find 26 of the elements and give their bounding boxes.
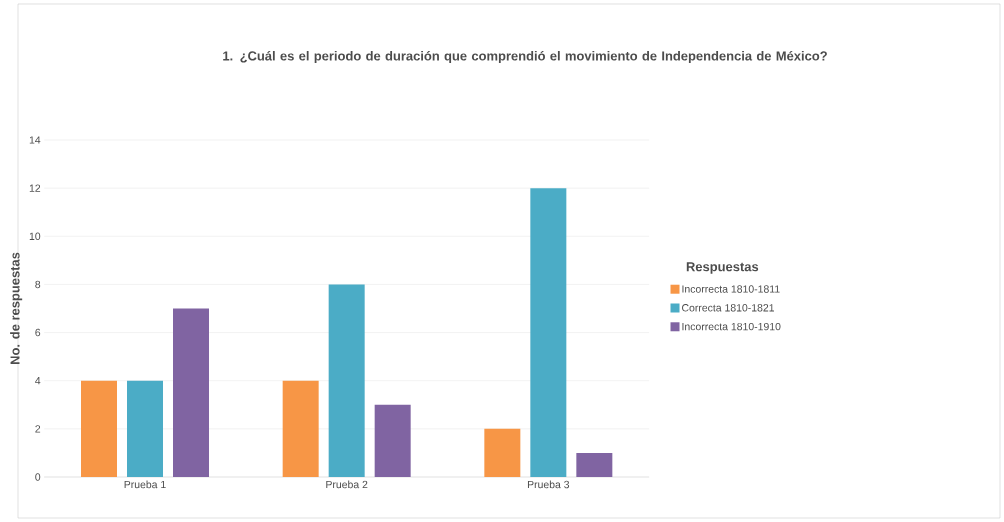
legend-label: Correcta 1810-1821 [682, 304, 774, 312]
bar [530, 188, 567, 477]
bar [127, 380, 163, 477]
y-tick-label: 2 [35, 425, 41, 433]
x-tick-label: Prueba 1 [124, 480, 166, 489]
y-axis-title: No. de respuestas [10, 252, 23, 365]
x-tick-label: Prueba 2 [326, 480, 368, 489]
legend-title: Respuestas [686, 262, 759, 274]
y-tick-label: 0 [35, 473, 41, 481]
x-tick-label: Prueba 3 [527, 480, 570, 489]
y-tick-label: 14 [29, 136, 41, 144]
bar [81, 380, 117, 477]
legend-label: Incorrecta 1810-1811 [682, 285, 780, 293]
bar [328, 284, 365, 477]
bar [374, 404, 411, 477]
bar [484, 428, 521, 477]
bar [173, 308, 209, 477]
legend-label: Incorrecta 1810-1910 [682, 322, 781, 331]
bar [282, 380, 319, 477]
y-tick-label: 6 [35, 328, 41, 337]
bar [576, 452, 613, 477]
y-tick-label: 12 [29, 184, 41, 192]
chart-title: 1. ¿Cuál es el periodo de duración que comprendió el movimiento de Independencia de México? [223, 50, 827, 64]
y-tick-label: 10 [29, 232, 41, 240]
y-tick-label: 4 [35, 377, 41, 385]
y-tick-label: 8 [35, 280, 41, 289]
